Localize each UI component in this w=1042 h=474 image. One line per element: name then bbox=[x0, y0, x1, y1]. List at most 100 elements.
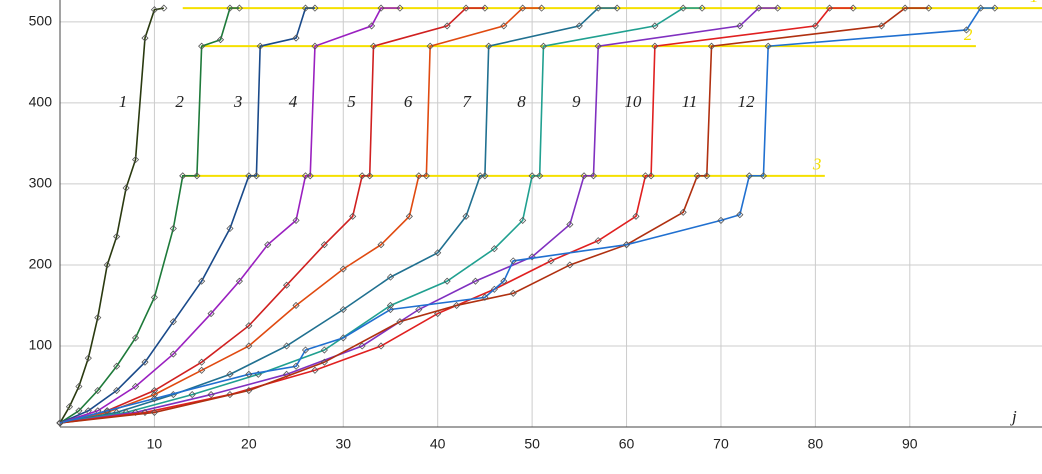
marker bbox=[396, 318, 404, 326]
marker bbox=[462, 212, 470, 220]
marker bbox=[245, 342, 253, 350]
marker bbox=[703, 172, 711, 180]
series-label: 2 bbox=[175, 92, 184, 111]
marker bbox=[131, 382, 140, 391]
marker bbox=[366, 172, 374, 180]
marker bbox=[901, 4, 909, 12]
marker bbox=[122, 184, 130, 192]
marker bbox=[264, 241, 272, 249]
series-label: 7 bbox=[462, 92, 472, 111]
reference-label: 3 bbox=[812, 155, 822, 174]
marker bbox=[500, 277, 508, 285]
marker bbox=[311, 366, 319, 374]
series-label: 10 bbox=[624, 92, 642, 111]
marker bbox=[226, 4, 234, 12]
x-tick-label: 30 bbox=[335, 436, 351, 452]
marker bbox=[434, 249, 442, 257]
x-tick-label: 70 bbox=[713, 436, 729, 452]
marker bbox=[198, 277, 206, 285]
marker bbox=[84, 407, 92, 415]
marker bbox=[485, 42, 493, 50]
series-label: 8 bbox=[517, 92, 526, 111]
marker bbox=[169, 318, 177, 326]
marker bbox=[589, 172, 598, 180]
marker bbox=[141, 358, 149, 366]
marker bbox=[358, 342, 366, 350]
marker bbox=[476, 172, 484, 180]
series-line bbox=[59, 7, 929, 424]
marker bbox=[443, 277, 451, 285]
marker bbox=[301, 4, 310, 12]
x-tick-label: 80 bbox=[808, 436, 824, 452]
marker bbox=[736, 211, 744, 219]
marker bbox=[193, 172, 201, 180]
marker bbox=[245, 386, 253, 395]
marker bbox=[415, 172, 423, 180]
marker bbox=[925, 4, 933, 12]
marker bbox=[519, 4, 527, 12]
marker bbox=[698, 4, 706, 12]
y-tick-label: 300 bbox=[29, 175, 53, 191]
marker bbox=[301, 346, 310, 354]
marker bbox=[547, 257, 555, 265]
marker bbox=[707, 42, 716, 50]
series-line bbox=[59, 7, 315, 424]
marker bbox=[358, 172, 366, 180]
marker bbox=[235, 4, 243, 12]
marker bbox=[75, 407, 83, 415]
marker bbox=[94, 314, 102, 322]
marker bbox=[216, 36, 225, 44]
marker bbox=[339, 305, 347, 314]
marker bbox=[320, 241, 328, 249]
marker bbox=[481, 293, 489, 301]
marker bbox=[226, 224, 234, 233]
marker bbox=[877, 22, 886, 30]
marker bbox=[825, 4, 834, 12]
x-axis-label: j bbox=[1010, 407, 1017, 426]
marker bbox=[301, 172, 310, 180]
marker bbox=[759, 172, 768, 180]
x-tick-label: 40 bbox=[430, 436, 446, 452]
marker bbox=[396, 4, 404, 12]
marker bbox=[150, 408, 158, 416]
marker bbox=[717, 216, 725, 224]
marker bbox=[991, 4, 999, 12]
y-tick-label: 400 bbox=[29, 94, 53, 110]
marker bbox=[415, 305, 423, 314]
marker bbox=[113, 362, 121, 370]
y-tick-label: 500 bbox=[29, 13, 53, 29]
marker bbox=[647, 172, 655, 180]
marker bbox=[339, 334, 347, 342]
marker bbox=[131, 156, 140, 164]
marker bbox=[160, 4, 168, 12]
marker bbox=[377, 241, 385, 249]
marker bbox=[198, 42, 206, 50]
series-label: 5 bbox=[347, 92, 356, 111]
marker bbox=[528, 172, 536, 180]
marker bbox=[566, 220, 574, 229]
x-tick-label: 20 bbox=[241, 436, 257, 452]
marker bbox=[575, 22, 583, 30]
marker bbox=[349, 212, 357, 220]
marker bbox=[377, 342, 385, 350]
series-line bbox=[59, 7, 854, 424]
series-label: 12 bbox=[738, 92, 756, 111]
x-tick-label: 90 bbox=[902, 436, 918, 452]
x-tick-label: 50 bbox=[524, 436, 540, 452]
series-line bbox=[59, 7, 778, 424]
marker bbox=[490, 245, 498, 253]
series-line bbox=[59, 7, 618, 424]
marker bbox=[471, 277, 480, 285]
marker bbox=[94, 386, 102, 395]
marker bbox=[377, 4, 385, 12]
marker bbox=[339, 265, 347, 273]
marker bbox=[256, 42, 264, 50]
marker bbox=[198, 366, 206, 374]
marker bbox=[103, 261, 111, 269]
marker bbox=[679, 4, 687, 12]
marker bbox=[537, 4, 546, 12]
marker bbox=[632, 212, 640, 220]
reference-label: 2 bbox=[964, 25, 973, 44]
marker bbox=[198, 358, 206, 366]
marker bbox=[422, 172, 430, 180]
